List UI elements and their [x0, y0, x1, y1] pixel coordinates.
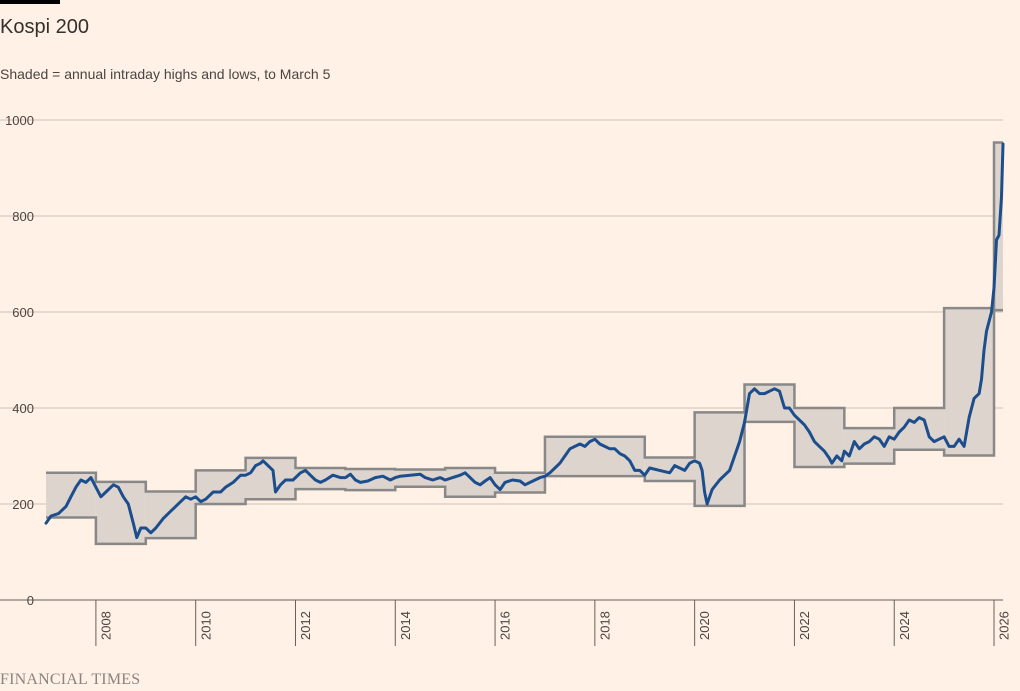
series-line-kospi-200 — [44, 142, 1005, 540]
y-tick-label: 800 — [12, 209, 34, 224]
y-tick-label: 0 — [27, 593, 34, 608]
series-lines — [44, 142, 1005, 540]
x-tick-label: 2014 — [398, 611, 413, 640]
chart-title: Kospi 200 — [0, 16, 89, 38]
x-tick-label: 2026 — [997, 611, 1012, 640]
y-tick-label: 1000 — [5, 113, 34, 128]
band-fill-2020 — [694, 412, 745, 506]
y-axis-ticks: 0 200 400 600 800 1000 — [5, 113, 34, 608]
chart-subtitle: Shaded = annual intraday highs and lows,… — [0, 66, 331, 82]
band-highs-outline — [46, 141, 1003, 493]
x-tick-label: 2008 — [98, 611, 113, 640]
x-tick-label: 2012 — [298, 611, 313, 640]
band-fill-2014 — [395, 469, 446, 487]
band-fill-2015 — [445, 468, 496, 497]
x-axis-ticks: 2008 2010 2012 2014 2016 2018 2020 2022 2024 2026 — [95, 600, 1012, 646]
y-tick-label: 600 — [12, 305, 34, 320]
x-tick-label: 2020 — [697, 611, 712, 640]
x-tick-label: 2018 — [597, 611, 612, 640]
y-tick-label: 400 — [12, 401, 34, 416]
band-lows-outline — [46, 308, 1003, 546]
brand-top-bar — [0, 0, 60, 4]
source-credit: FINANCIAL TIMES — [0, 671, 141, 688]
x-tick-label: 2024 — [897, 611, 912, 640]
band-fill-2019 — [644, 457, 695, 481]
x-tick-label: 2010 — [198, 611, 213, 640]
x-tick-label: 2016 — [498, 611, 513, 640]
y-tick-label: 200 — [12, 497, 34, 512]
x-tick-label: 2022 — [797, 611, 812, 640]
